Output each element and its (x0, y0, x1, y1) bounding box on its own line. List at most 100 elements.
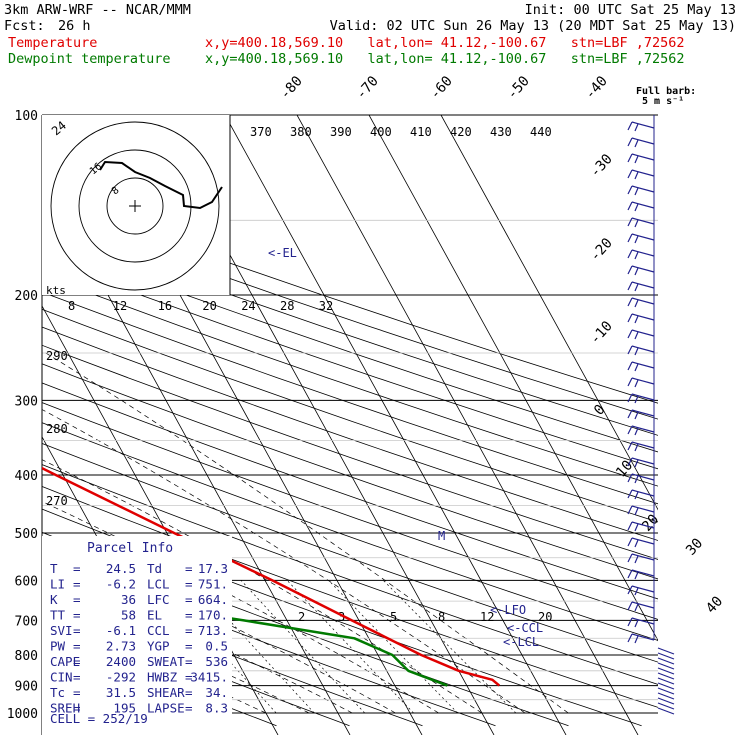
parcel-row-label2: Td (147, 561, 162, 576)
parcel-row-label2: YGP (147, 639, 170, 654)
temperature-tick-label: -70 (353, 73, 382, 103)
dry-adiabat (42, 402, 658, 620)
isotherm-line (368, 115, 658, 642)
theta-label: 380 (290, 125, 312, 139)
wind-barb (657, 657, 675, 665)
parcel-row-label2: LAPSE (147, 701, 185, 716)
theta-label: 410 (410, 125, 432, 139)
parcel-row-value2: 8.3 (205, 701, 228, 716)
parcel-row-eq2: = (185, 670, 193, 685)
parcel-row-label: LI (50, 577, 65, 592)
wind-barb (634, 155, 639, 164)
wind-barb (657, 702, 675, 710)
mixing-ratio-low-label: 20 (538, 610, 552, 624)
wind-barb (657, 697, 675, 705)
dry-adiabat (42, 382, 658, 600)
wind-barb (634, 219, 639, 228)
wind-barb (631, 617, 655, 625)
wind-barb (657, 672, 675, 680)
parcel-row-value2: 0.5 (205, 639, 228, 654)
wind-barb (631, 633, 655, 641)
parcel-row-eq2: = (185, 592, 193, 607)
wind-barb (627, 393, 633, 403)
wind-barb (627, 121, 633, 131)
wind-barb (631, 281, 655, 289)
wind-barb (634, 283, 639, 292)
wind-barb (627, 249, 633, 259)
theta-label: 400 (370, 125, 392, 139)
wind-barb (634, 395, 639, 404)
barb-legend-value: 5 m s⁻¹ (642, 96, 684, 107)
wind-barb (627, 313, 633, 323)
dry-adiabat (42, 258, 658, 470)
wind-barb (631, 553, 655, 561)
barb-legend-title: Full barb: (636, 86, 696, 97)
parcel-row-label2: HWBZ (147, 670, 178, 685)
wind-barb (631, 169, 655, 177)
wind-barb (631, 457, 655, 465)
parcel-row-value: 195 (113, 701, 136, 716)
wind-barb (631, 569, 655, 577)
wind-barb (634, 123, 639, 132)
parcel-row-value: 36 (121, 592, 136, 607)
wind-barb (631, 425, 655, 433)
wind-barb (657, 677, 675, 685)
wind-barb (634, 475, 639, 484)
parcel-row-label2: CCL (147, 623, 170, 638)
pressure-tick-label: 1000 (7, 707, 38, 722)
parcel-row-eq: = (73, 577, 81, 592)
parcel-row-eq: = (73, 608, 81, 623)
wind-barb (627, 553, 633, 563)
parcel-info-title: Parcel Info (87, 541, 173, 556)
wind-barb (627, 537, 633, 547)
model-title: 3km ARW-WRF -- NCAR/MMM (4, 2, 191, 18)
wind-barb (631, 121, 655, 129)
mixing-ratio-top-label: 16 (158, 299, 172, 313)
parcel-row-value2: 17.3 (198, 561, 228, 576)
wind-barb (634, 299, 639, 308)
lcl-marker: <-LCL (503, 635, 539, 649)
temperature-tick-label: -50 (504, 73, 533, 103)
parcel-row-value2: 3415. (190, 670, 228, 685)
wind-barb (631, 313, 655, 321)
dry-adiabat (42, 580, 423, 727)
parcel-row-label: CIN (50, 670, 73, 685)
wind-barb (631, 233, 655, 241)
dry-adiabat (42, 606, 350, 727)
wind-barb (627, 329, 633, 339)
temperature-location: x,y=400.18,569.10 lat,lon= 41.12,-100.67… (205, 35, 685, 51)
parcel-row-value: 2400 (106, 654, 136, 669)
wind-barb (657, 652, 675, 660)
wind-barb (634, 411, 639, 420)
wind-barb (627, 361, 633, 371)
parcel-row-eq2: = (185, 608, 193, 623)
wind-barb (631, 297, 655, 305)
parcel-row-label2: SWEAT (147, 654, 185, 669)
wind-barb (627, 585, 633, 595)
wind-barb (627, 217, 633, 227)
mixing-ratio-low-label: 5 (390, 610, 397, 624)
wind-barb (634, 459, 639, 468)
hodograph-ring (50, 121, 220, 291)
dewpoint-profile (42, 571, 448, 687)
dry-adiabat (42, 291, 658, 505)
wind-barb (634, 619, 639, 628)
parcel-row-value2: 751. (198, 577, 228, 592)
wind-barb (627, 297, 633, 307)
theta-label: 390 (330, 125, 352, 139)
pressure-tick-label: 400 (15, 469, 38, 484)
wind-barb (631, 345, 655, 353)
pressure-tick-label: 900 (15, 680, 38, 695)
wind-barb (631, 185, 655, 193)
parcel-row-value2: 34. (205, 685, 228, 700)
wind-barb (631, 153, 655, 161)
wind-barb (631, 505, 655, 513)
init-time: Init: 00 UTC Sat 25 May 13 (524, 2, 736, 18)
dewpoint-location: x,y=400.18,569.10 lat,lon= 41.12,-100.67… (205, 51, 685, 67)
hodograph-panel (42, 115, 230, 295)
parcel-row-eq2: = (185, 685, 193, 700)
parcel-row-label2: LCL (147, 577, 170, 592)
parcel-row-value: -6.1 (106, 623, 136, 638)
parcel-row-label2: SHEAR (147, 685, 185, 700)
theta-label: 430 (490, 125, 512, 139)
